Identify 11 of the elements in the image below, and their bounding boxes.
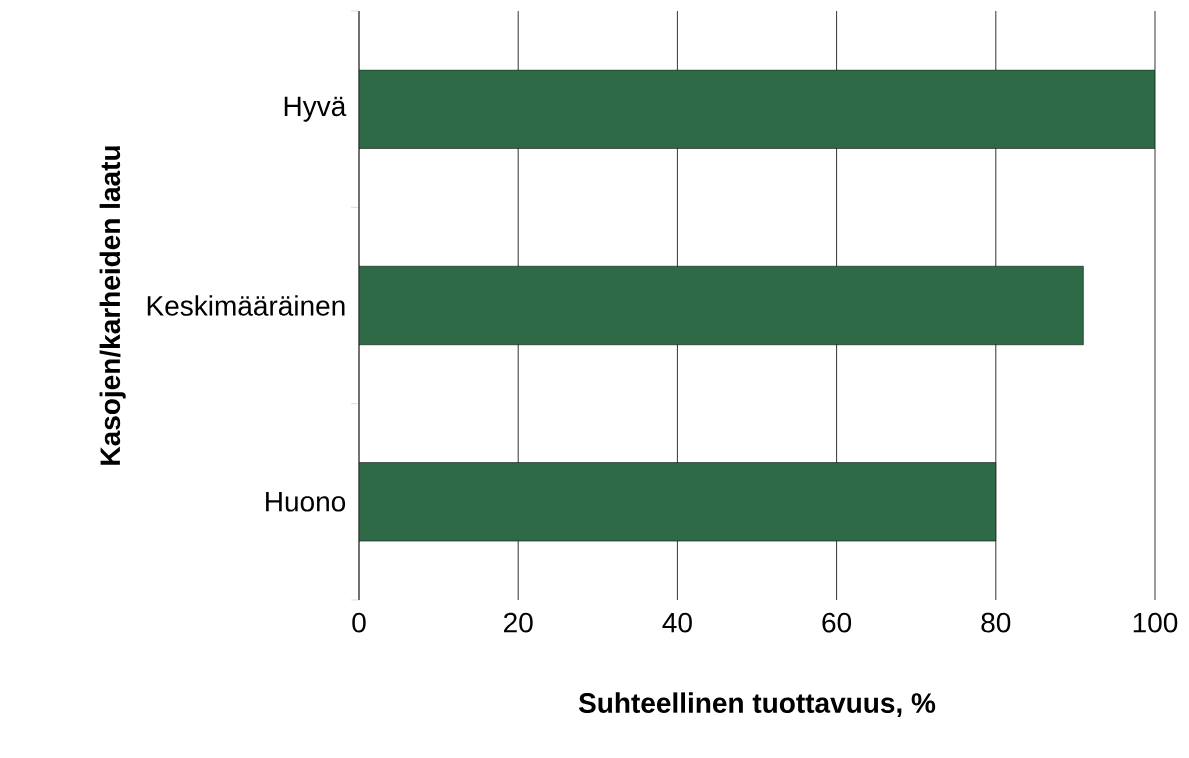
x-tick-label: 100 — [1133, 612, 1178, 633]
y-tick-label: Keskimääräinen — [147, 295, 345, 316]
x-tick-label: 0 — [352, 612, 366, 633]
x-tick-label: 40 — [662, 612, 692, 633]
x-tick-label: 20 — [504, 612, 533, 633]
x-tick-label: 60 — [822, 612, 852, 633]
y-axis-title: Kasojen/karheiden laatu — [99, 146, 126, 465]
x-tick-label: 80 — [981, 612, 1011, 633]
y-tick-label: Hyvä — [284, 96, 347, 122]
x-axis-title: Suhteellinen tuottavuus, % — [578, 692, 936, 717]
y-tick-label: Huono — [266, 492, 346, 512]
